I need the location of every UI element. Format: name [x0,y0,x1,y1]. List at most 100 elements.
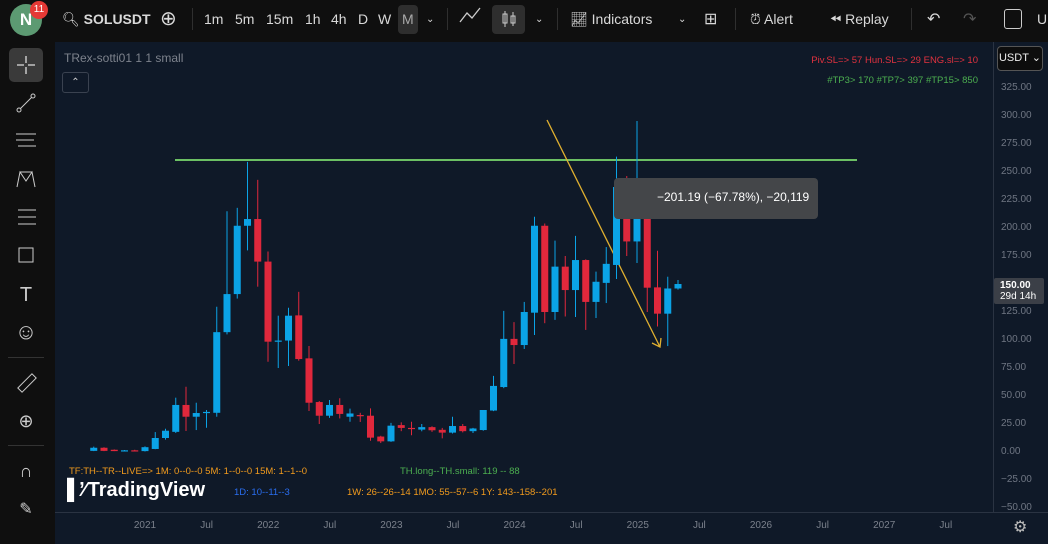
candle-body [592,281,600,302]
candle-2023-12 [500,310,508,389]
candle-2022-11 [367,408,374,441]
interval-w[interactable]: W [378,11,392,27]
price-axis[interactable]: USDT ⌄ 325.00 300.00 275.00 250.00 225.00 200… [993,42,1048,513]
candle-body [408,427,415,430]
divider [735,8,736,30]
candle-2022-03 [285,307,292,366]
pencil-lock-icon[interactable]: ✎ [19,501,33,518]
rectangle-icon[interactable] [9,238,43,272]
compare-add-icon[interactable]: ⊕ [160,8,177,30]
candle-2022-06 [315,401,323,424]
settings-gear-icon[interactable]: ⚙ [1013,519,1028,536]
candle-2024-10 [602,247,610,304]
redo-icon[interactable]: ↷ [963,11,977,28]
candle-2022-04 [295,291,303,361]
candle-2020-10 [110,449,118,452]
candle-body [162,430,169,438]
magnet-icon[interactable]: ∩ [19,460,33,481]
layout-grid-icon[interactable]: ⊞ [704,11,718,28]
candle-2024-01 [510,322,518,364]
candle-2024-07 [572,235,579,318]
horizontal-lines-icon[interactable] [9,124,43,158]
replay-button[interactable]: ⏪︎ Replay [830,5,889,34]
fib-icon[interactable] [9,200,43,234]
collapse-indicators-button[interactable]: ⌃ [62,72,89,93]
candle-body [531,225,538,313]
candle-2022-09 [346,408,354,422]
candle-2025-03 [654,250,661,327]
candle-body [326,404,333,416]
tv-logo-icon: ▌’∕ [67,479,88,501]
candle-2024-09 [592,271,600,319]
candle-body [285,315,292,341]
candle-body [367,415,374,438]
candlestick-chart [90,119,857,452]
candle-2022-01 [264,251,272,362]
alert-button[interactable]: ⏰︎ Alert [750,5,793,34]
currency-selector[interactable]: USDT ⌄ [997,46,1043,71]
undo-icon[interactable]: ↶ [927,11,941,28]
candle-body [223,294,231,333]
candle-body [582,260,590,302]
line-chart-icon[interactable] [458,5,482,34]
time-tick: 2026 [749,520,773,531]
candle-2024-03 [531,216,538,335]
candle-body [182,404,190,417]
interval-15m[interactable]: 15m [266,11,294,27]
bar-countdown: 29d 14h [1000,291,1037,302]
candle-2021-05 [182,386,190,431]
interval-d[interactable]: D [358,11,369,27]
candle-body [110,449,118,452]
price-tick: 100.00 [1001,334,1032,345]
measure-tooltip: −201.19 (−67.78%), −20,119 [614,178,818,219]
candle-2020-11 [121,449,128,452]
chart-type-chevron-down-icon[interactable]: ⌄ [535,14,544,25]
interval-chevron-down-icon[interactable]: ⌄ [426,14,435,25]
interval-5m[interactable]: 5m [235,11,255,27]
ruler-icon[interactable] [9,366,43,400]
price-tick: 200.00 [1001,222,1032,233]
fullscreen-icon[interactable] [1004,9,1022,29]
crosshair-icon[interactable] [9,48,43,82]
interval-1h[interactable]: 1h [305,11,321,27]
candle-body [428,427,436,431]
candle-2023-02 [397,422,405,432]
candle-2022-02 [274,315,282,368]
candle-body [377,436,385,442]
pattern-icon[interactable] [9,162,43,196]
time-tick: Jul [692,520,706,531]
take-profit-text: #TP3> 170 #TP7> 397 #TP15> 850 [827,75,978,86]
time-tick: 2027 [873,520,896,531]
divider [447,8,448,30]
emoji-icon[interactable]: ☺ [14,319,38,344]
trend-line-icon[interactable] [9,86,43,120]
chart-pane[interactable]: TRex-sotti01 1 1 small ⌃ Piv.SL=> 57 Hun… [55,42,993,512]
price-tick: 175.00 [1001,250,1032,261]
indicators-chevron-down-icon[interactable]: ⌄ [678,14,687,25]
interval-4h[interactable]: 4h [331,11,347,27]
indicators-button[interactable]: 📈︎ Indicators [570,5,652,34]
candle-2021-11 [244,161,251,251]
last-price: 150.00 [1000,280,1031,291]
candle-2023-09 [469,427,477,433]
text-icon[interactable]: T [19,283,33,306]
symbol-search[interactable]: 🔍︎ SOLUSDT [62,5,151,34]
candle-body [561,266,569,291]
candle-2021-07 [203,410,210,428]
interval-m[interactable]: M [398,5,418,34]
interval-1m[interactable]: 1m [204,11,224,27]
price-tick: 0.00 [1001,446,1021,457]
candles-icon[interactable] [492,5,525,34]
price-tick: 25.00 [1001,418,1027,429]
zoom-in-icon[interactable]: ⊕ [18,410,34,431]
candle-2021-04 [172,397,180,433]
trend-arrow[interactable] [546,119,661,348]
candle-2020-08 [90,446,98,452]
indicator-title: TRex-sotti01 1 1 small [64,51,184,65]
price-tick: −25.00 [1001,474,1032,485]
user-menu-label[interactable]: U [1037,11,1048,27]
time-axis[interactable]: 2021 Jul 2022 Jul 2023 Jul 2024 Jul 2025 Jul 2026 J… [55,512,1048,544]
candle-body [572,260,579,291]
candle-2021-01 [141,446,149,452]
candle-body [643,193,651,288]
